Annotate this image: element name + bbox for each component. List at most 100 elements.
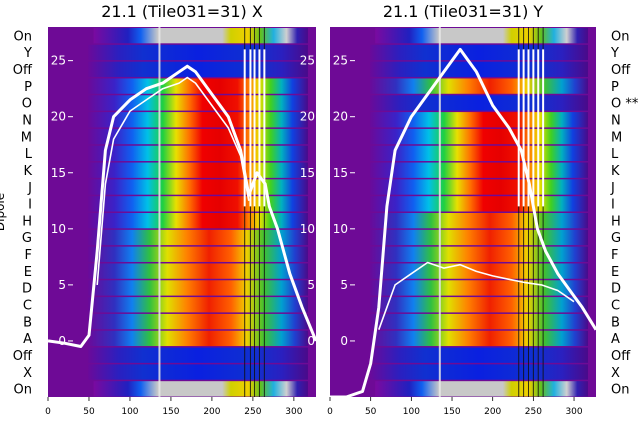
overlay-curve-2	[96, 76, 250, 285]
row-label-f-8: F	[25, 248, 32, 263]
row-label-c-5: C	[23, 299, 32, 314]
dipole-row-off-19	[88, 61, 308, 77]
row-label-n-16: N	[22, 114, 32, 129]
x-tick-label: 250	[525, 407, 542, 417]
overlay-tick-label-right: 25	[300, 54, 315, 68]
dipole-row-n-16	[369, 112, 589, 128]
dipole-row-x-1	[88, 364, 308, 380]
row-label-on-21: On	[14, 29, 32, 44]
dipole-row-c-5	[88, 297, 308, 313]
row-label-o-17: O **	[611, 97, 639, 112]
row-label-e-7: E	[24, 265, 32, 280]
row-label-a-3: A	[611, 332, 620, 347]
row-label-i-11: I	[611, 198, 615, 213]
overlay-tick-label-right: 5	[307, 278, 315, 292]
dipole-row-j-12	[88, 179, 308, 195]
panel-title: 21.1 (Tile031=31) Y	[383, 2, 544, 21]
x-tick-label: 250	[244, 407, 261, 417]
overlay-tick-label: 10	[333, 222, 348, 236]
row-label-b-4: B	[611, 315, 620, 330]
y-axis-label: Dipole	[0, 193, 7, 231]
row-label-on-0: On	[14, 383, 32, 398]
row-label-x-1: X	[23, 366, 32, 381]
dipole-row-n-16	[88, 112, 308, 128]
dipole-row-b-4	[88, 313, 308, 330]
dipole-row-y-20	[369, 44, 589, 61]
overlay-tick-label: 5	[340, 278, 348, 292]
row-label-e-7: E	[611, 265, 619, 280]
dipole-row-f-8	[88, 246, 308, 262]
dipole-row-off-2	[369, 347, 589, 363]
x-tick-label: 300	[565, 407, 582, 417]
panel-title: 21.1 (Tile031=31) X	[101, 2, 263, 21]
overlay-tick-label: 5	[58, 278, 66, 292]
row-label-on-21: On	[611, 29, 629, 44]
row-label-g-9: G	[22, 231, 32, 246]
row-label-m-15: M	[21, 130, 32, 145]
row-label-p-18: P	[24, 80, 32, 95]
dipole-row-p-18	[369, 78, 589, 94]
row-label-y-20: Y	[23, 46, 32, 61]
row-label-h-10: H	[22, 214, 32, 229]
row-label-c-5: C	[611, 299, 620, 314]
x-tick-label: 150	[162, 407, 179, 417]
dipole-row-c-5	[369, 297, 589, 313]
dipole-row-i-11	[369, 196, 589, 212]
dipole-row-on-21	[93, 28, 308, 44]
x-tick-label: 100	[121, 407, 138, 417]
row-label-off-19: Off	[611, 63, 631, 78]
row-label-b-4: B	[23, 315, 32, 330]
row-label-off-19: Off	[13, 63, 33, 78]
row-label-j-12: J	[27, 181, 32, 196]
x-tick-label: 300	[285, 407, 302, 417]
row-label-off-2: Off	[13, 349, 33, 364]
dipole-row-o-17	[88, 95, 308, 111]
dipole-row-l-14	[88, 145, 308, 162]
row-label-l-14: L	[611, 147, 619, 162]
dipole-row-off-2	[88, 347, 308, 363]
dipole-row-k-13	[369, 162, 589, 178]
dipole-row-b-4	[369, 313, 589, 330]
dipole-row-j-12	[369, 179, 589, 195]
row-label-on-0: On	[611, 383, 629, 398]
overlay-tick-label-right: 10	[300, 222, 315, 236]
overlay-tick-label: 20	[333, 110, 348, 124]
x-tick-label: 200	[484, 407, 501, 417]
dipole-row-y-20	[88, 44, 308, 61]
dipole-row-h-10	[369, 213, 589, 229]
dipole-row-x-1	[369, 364, 589, 380]
x-tick-label: 200	[203, 407, 220, 417]
row-label-a-3: A	[23, 332, 32, 347]
dipole-row-g-9	[369, 229, 589, 246]
row-label-f-8: F	[611, 248, 618, 263]
overlay-tick-label-right: 15	[300, 166, 315, 180]
row-label-y-20: Y	[610, 46, 619, 61]
x-tick-label: 100	[403, 407, 420, 417]
row-label-o-17: O	[22, 97, 32, 112]
x-tick-label: 50	[83, 407, 95, 417]
row-label-x-1: X	[611, 366, 620, 381]
overlay-tick-label: 15	[51, 166, 66, 180]
overlay-curve-2	[378, 261, 575, 330]
dipole-row-e-7	[88, 263, 308, 279]
overlay-tick-label-right: 20	[300, 110, 315, 124]
row-label-n-16: N	[611, 114, 621, 129]
dipole-row-f-8	[369, 246, 589, 262]
dipole-row-on-0	[93, 381, 308, 397]
dipole-row-h-10	[88, 213, 308, 229]
dipole-row-on-0	[375, 381, 589, 397]
dipole-row-k-13	[88, 162, 308, 178]
overlay-tick-label: 15	[333, 166, 348, 180]
row-label-p-18: P	[611, 80, 619, 95]
dipole-row-a-3	[88, 330, 308, 347]
overlay-tick-label: 25	[333, 54, 348, 68]
x-tick-label: 0	[45, 407, 51, 417]
overlay-curve-1	[47, 64, 318, 348]
row-label-l-14: L	[25, 147, 33, 162]
row-label-m-15: M	[611, 130, 622, 145]
row-label-k-13: K	[23, 164, 32, 179]
dipole-row-l-14	[369, 145, 589, 162]
row-label-off-2: Off	[611, 349, 631, 364]
overlay-tick-label: 10	[51, 222, 66, 236]
